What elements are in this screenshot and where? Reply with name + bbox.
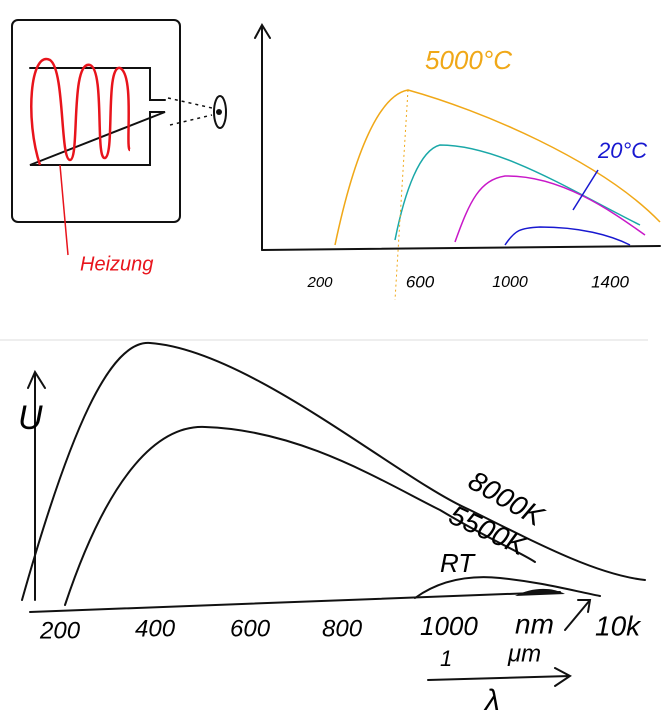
- y-axis-label: U: [18, 399, 43, 437]
- x-label: 1000: [420, 611, 478, 641]
- x-label: 200: [39, 617, 81, 644]
- x-label: 800: [322, 615, 363, 642]
- x-label: 10k: [595, 610, 642, 641]
- sketch: Heizung 5000°C 20°C 200 600 1000 1400 U …: [0, 0, 662, 718]
- x-label: 600: [230, 615, 271, 642]
- pupil: [216, 109, 222, 115]
- unit-label: 1: [440, 646, 452, 671]
- unit-label: μm: [507, 640, 541, 667]
- curve-label: RT: [440, 548, 476, 578]
- x-label: 1000: [492, 274, 528, 291]
- x-label: 600: [406, 272, 435, 291]
- curve-label: 20°C: [597, 138, 647, 163]
- x-label: nm: [515, 608, 554, 639]
- curve-label: 5000°C: [425, 45, 512, 75]
- lambda: λ: [483, 684, 500, 717]
- x-label: 400: [135, 615, 176, 642]
- x-label: 200: [306, 274, 333, 291]
- heater-label: Heizung: [80, 253, 153, 275]
- x-label: 1400: [591, 272, 629, 291]
